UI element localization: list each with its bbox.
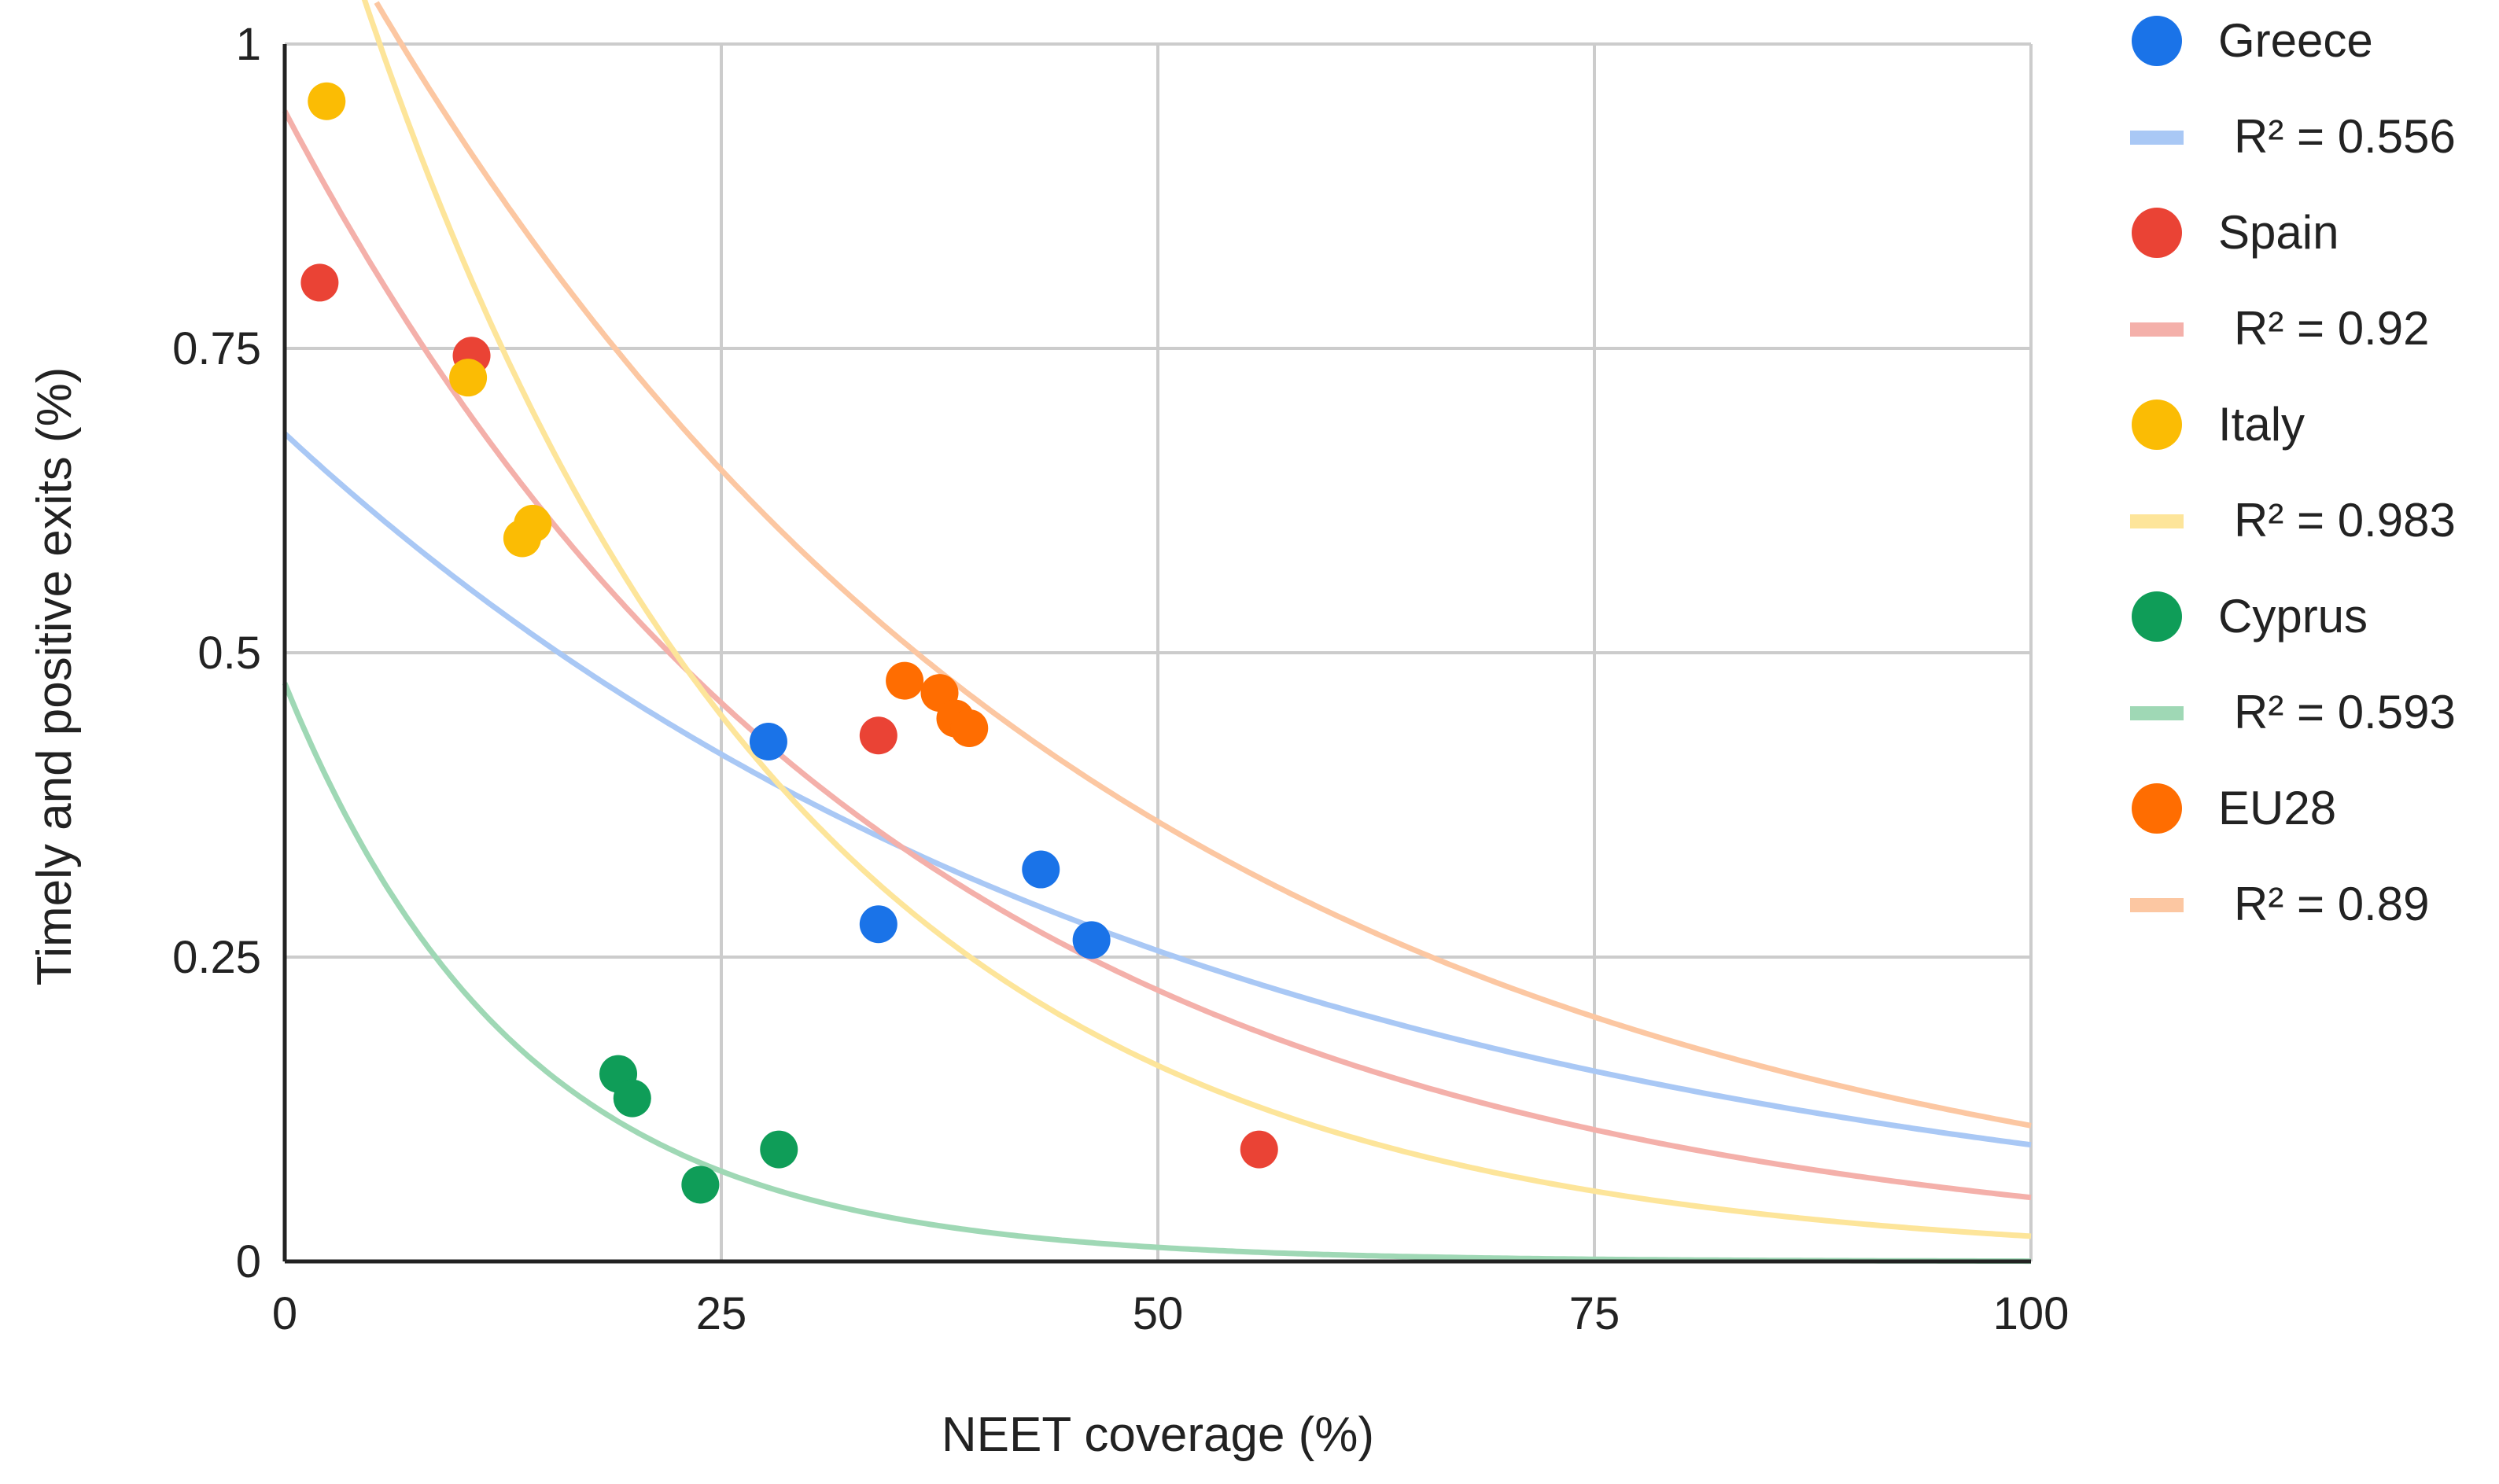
data-point-italy [449, 359, 488, 397]
trendline-spain [282, 109, 2032, 1201]
y-tick-label: 0 [236, 1236, 261, 1287]
data-point-greece [859, 905, 898, 944]
legend: Greece R² = 0.556 Spain R² = 0.92 Italy R² = … [2130, 14, 2456, 930]
legend-r2-spain: R² = 0.92 [2234, 302, 2429, 355]
legend-label-spain: Spain [2218, 206, 2339, 259]
trendline-eu28 [374, 1, 2032, 1129]
axes [282, 44, 2031, 1264]
data-point-cyprus [681, 1165, 720, 1204]
data-point-eu28 [886, 661, 924, 700]
y-axis-label: Timely and positive exits (%) [28, 367, 82, 986]
legend-marker-spain [2132, 208, 2182, 258]
y-tick-label: 0.5 [197, 628, 261, 679]
y-tick-label: 1 [236, 19, 261, 70]
data-point-greece [1072, 921, 1111, 959]
x-tick-label: 0 [272, 1288, 297, 1339]
x-tick-label: 100 [1993, 1288, 2070, 1339]
legend-trend-swatch-spain [2130, 322, 2184, 337]
legend-marker-eu28 [2132, 783, 2182, 834]
data-points [300, 82, 1278, 1204]
legend-marker-cyprus [2132, 591, 2182, 642]
data-point-greece [749, 723, 787, 761]
legend-r2-eu28: R² = 0.89 [2234, 878, 2429, 930]
grid [283, 42, 2033, 1263]
legend-marker-italy [2132, 400, 2182, 450]
data-point-eu28 [950, 709, 989, 747]
legend-trend-swatch-italy [2130, 514, 2184, 528]
tick-labels: 0 25 50 75 100 0 0.25 0.5 0.75 1 [172, 19, 2069, 1339]
data-point-spain [300, 263, 339, 302]
y-tick-label: 0.75 [172, 323, 261, 374]
data-point-cyprus [760, 1130, 798, 1169]
data-point-italy [308, 82, 346, 120]
y-tick-label: 0.25 [172, 932, 261, 983]
data-point-italy [514, 504, 552, 543]
legend-trend-swatch-greece [2130, 131, 2184, 145]
data-point-spain [859, 716, 898, 755]
legend-label-cyprus: Cyprus [2218, 590, 2368, 643]
legend-r2-greece: R² = 0.556 [2234, 110, 2456, 163]
legend-label-eu28: EU28 [2218, 782, 2336, 834]
x-tick-label: 25 [696, 1288, 747, 1339]
legend-label-italy: Italy [2218, 398, 2305, 451]
x-axis-label: NEET coverage (%) [942, 1408, 1374, 1462]
trendline-italy [361, 0, 2032, 1239]
legend-r2-italy: R² = 0.983 [2234, 494, 2456, 547]
legend-label-greece: Greece [2218, 14, 2373, 67]
data-point-spain [1240, 1130, 1278, 1169]
legend-r2-cyprus: R² = 0.593 [2234, 686, 2456, 738]
legend-trend-swatch-eu28 [2130, 898, 2184, 912]
x-tick-label: 75 [1569, 1288, 1620, 1339]
legend-marker-greece [2132, 16, 2182, 66]
data-point-cyprus [613, 1079, 651, 1118]
data-point-greece [1022, 850, 1060, 889]
trendline-greece [282, 431, 2032, 1148]
legend-trend-swatch-cyprus [2130, 706, 2184, 720]
x-tick-label: 50 [1133, 1288, 1184, 1339]
